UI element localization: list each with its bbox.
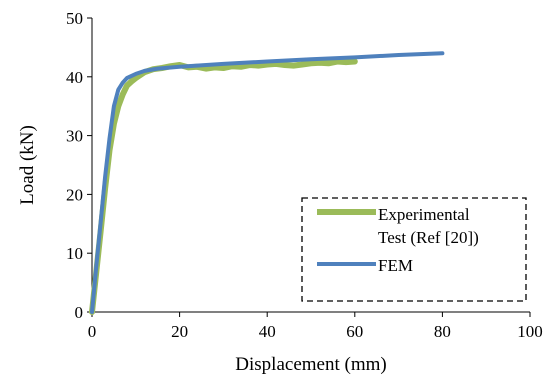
x-tick-label: 80 (434, 322, 451, 341)
y-axis-title: Load (kN) (17, 125, 38, 205)
x-tick-label: 100 (517, 322, 543, 341)
y-tick-label: 50 (66, 9, 83, 28)
legend: Experimental Test (Ref [20]) FEM (301, 197, 527, 302)
y-tick-label: 0 (75, 303, 84, 322)
x-tick-label: 20 (171, 322, 188, 341)
series-lines (89, 51, 445, 315)
x-tick-label: 40 (259, 322, 276, 341)
legend-box (301, 197, 527, 302)
x-axis-title: Displacement (mm) (235, 354, 386, 375)
legend-label-experimental-line2: Test (Ref [20]) (378, 228, 479, 247)
y-tick-label: 20 (66, 185, 83, 204)
tick-marks (87, 17, 531, 317)
x-tick-label: 60 (346, 322, 363, 341)
x-tick-labels: 0 20 40 60 80 100 (88, 322, 543, 341)
y-tick-label: 30 (66, 127, 83, 146)
series-line-experimental (89, 58, 358, 315)
legend-label-fem: FEM (378, 256, 413, 275)
y-tick-label: 10 (66, 244, 83, 263)
x-tick-label: 0 (88, 322, 97, 341)
y-tick-label: 40 (66, 68, 83, 87)
series-line-fem (90, 51, 445, 314)
legend-label-experimental-line1: Experimental (378, 205, 470, 224)
axes (91, 18, 530, 313)
y-tick-labels: 0 10 20 30 40 50 (66, 9, 83, 322)
